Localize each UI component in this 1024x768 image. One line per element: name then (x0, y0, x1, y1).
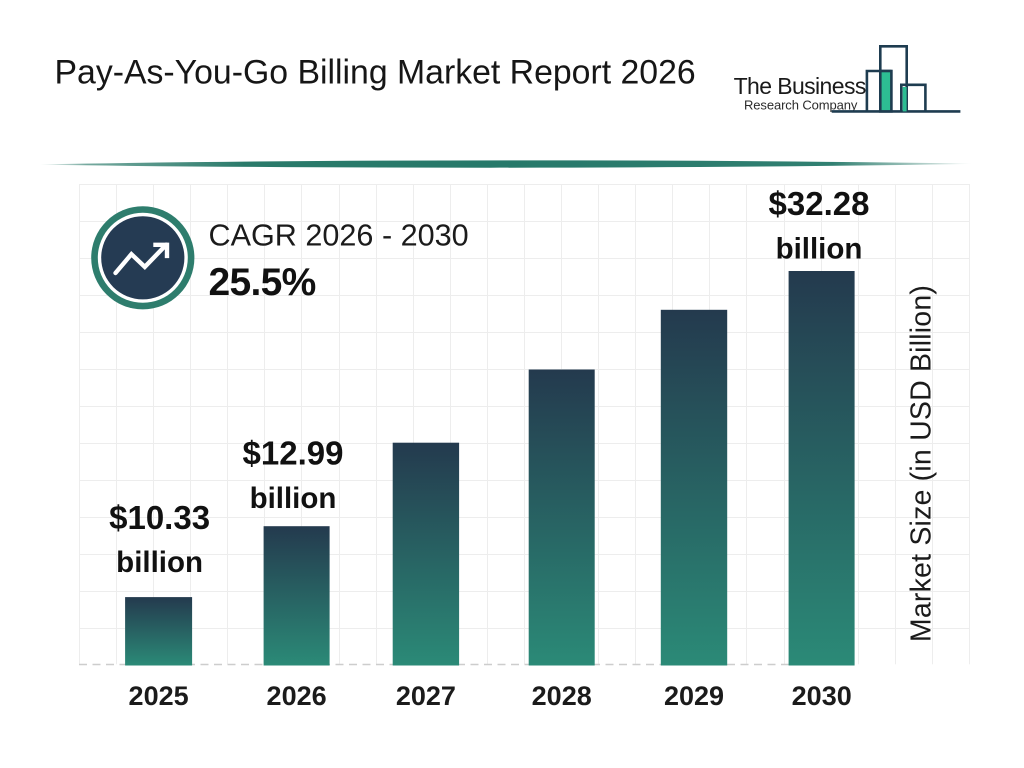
svg-text:2026: 2026 (267, 681, 327, 711)
svg-text:$12.99: $12.99 (243, 435, 344, 472)
svg-text:2029: 2029 (664, 681, 724, 711)
svg-text:2030: 2030 (792, 681, 852, 711)
svg-text:25.5%: 25.5% (209, 261, 316, 304)
svg-text:2025: 2025 (129, 681, 189, 711)
svg-text:Research Company: Research Company (744, 98, 858, 113)
svg-text:The Business: The Business (734, 73, 866, 99)
svg-text:billion: billion (116, 546, 203, 579)
svg-text:Market Size (in USD Billion): Market Size (in USD Billion) (906, 285, 938, 642)
svg-text:billion: billion (250, 482, 337, 515)
svg-text:CAGR 2026 - 2030: CAGR 2026 - 2030 (209, 219, 469, 253)
svg-text:Pay-As-You-Go Billing Market R: Pay-As-You-Go Billing Market Report 2026 (55, 54, 696, 92)
svg-text:2028: 2028 (532, 681, 592, 711)
svg-text:$10.33: $10.33 (109, 499, 210, 536)
svg-text:2027: 2027 (396, 681, 456, 711)
svg-text:$32.28: $32.28 (769, 185, 870, 222)
svg-text:billion: billion (776, 233, 863, 266)
